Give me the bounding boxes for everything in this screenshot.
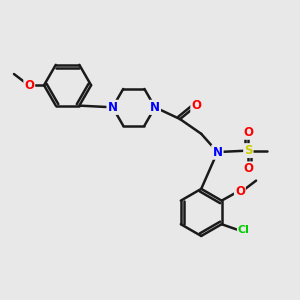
Text: O: O	[235, 185, 245, 198]
Text: N: N	[150, 101, 160, 114]
Text: S: S	[244, 144, 253, 157]
Text: Cl: Cl	[238, 225, 250, 235]
Text: O: O	[191, 99, 201, 112]
Text: N: N	[212, 146, 222, 159]
Text: N: N	[108, 101, 118, 114]
Text: N: N	[212, 146, 222, 159]
Text: O: O	[243, 162, 253, 175]
Text: O: O	[243, 126, 253, 139]
Text: O: O	[24, 79, 34, 92]
Text: N: N	[108, 101, 118, 114]
Text: N: N	[150, 101, 160, 114]
